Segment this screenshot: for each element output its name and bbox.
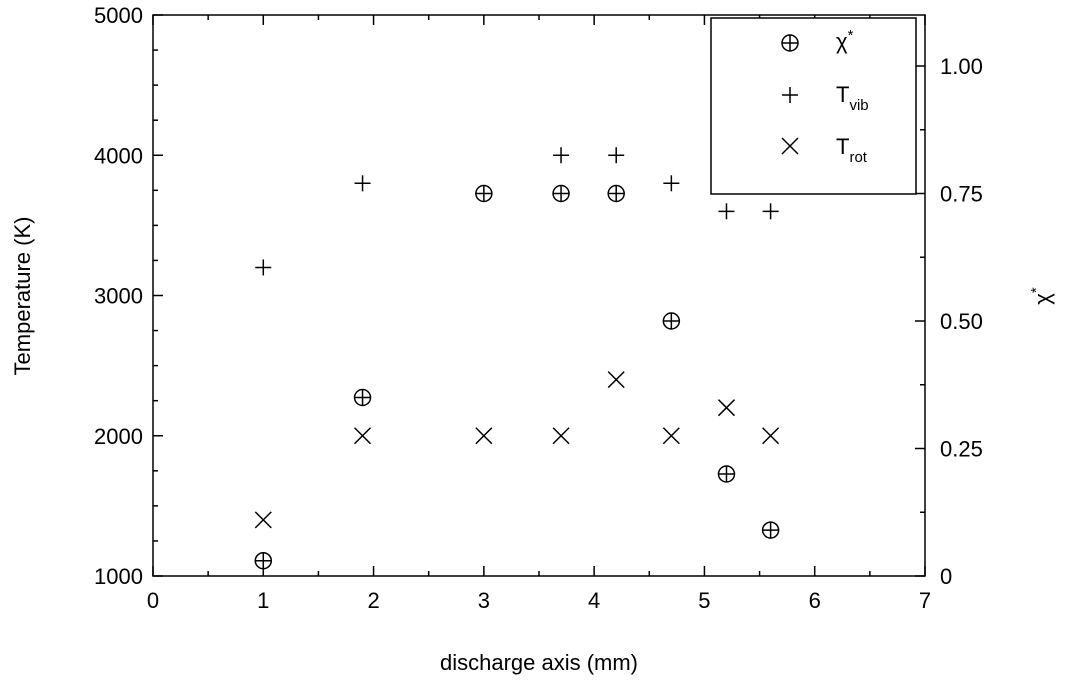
y-tick-label: 2000 [94,424,143,449]
y-tick-label: 5000 [94,3,143,28]
x-tick-label: 0 [147,588,159,613]
cross-b [607,371,625,389]
legend-tvib-main: T [836,82,849,107]
x-tick-label: 4 [588,588,600,613]
data-point-circle-plus [475,184,493,203]
tick-labels: 0 1 2 3 4 5 6 7 1000 2000 3000 4000 5000 0 0.25 0.50 0.7… [94,3,983,613]
cross-b [762,427,780,445]
data-point-plus [608,147,625,164]
data-point-cross [552,427,570,445]
legend-label-chi: χ* [836,27,854,54]
y-axis-label: Temperature (K) [10,217,35,376]
cross-b [662,427,680,445]
data-point-circle-plus [353,388,372,407]
x-tick-label: 3 [478,588,490,613]
data-point-circle-plus [662,312,681,330]
legend-trot-sub: rot [849,149,867,166]
y-tick-label: 3000 [94,284,143,309]
data-point-plus [354,175,371,192]
y-tick-label: 4000 [94,143,143,168]
legend-label-tvib: Tvib [836,82,869,114]
y2-axis-label-sup: * [1028,287,1045,293]
y2-tick-label: 0.75 [940,182,983,207]
x-axis-label: discharge axis (mm) [440,650,638,675]
data-point-circle-plus [254,551,273,570]
legend-trot-main: T [836,134,849,159]
data-point-cross [607,371,625,389]
data-point-plus [255,259,272,276]
legend-symbol-plus [782,87,798,103]
legend-chi-sup: * [848,27,854,44]
cross-b [475,427,493,445]
data-point-cross [354,427,372,445]
x-tick-label: 5 [698,588,710,613]
x-tick-label: 2 [367,588,379,613]
data-point-plus [553,147,570,164]
data-marks [254,147,780,570]
y2-tick-label: 0 [940,564,952,589]
data-point-plus [718,203,735,220]
cross-b [781,137,799,155]
data-point-circle-plus [607,184,625,203]
x-tick-label: 1 [257,588,269,613]
y2-axis-label-main: χ [1030,293,1055,305]
data-point-plus [663,175,680,192]
axis-ticks [152,14,926,577]
cross-b [717,399,736,417]
cross-b [254,511,272,529]
y2-tick-label: 0.50 [940,309,983,334]
legend: χ* Tvib Trot [710,17,917,195]
y2-axis-label: χ* [1028,287,1055,305]
data-point-cross [717,399,736,417]
x-tick-label: 6 [809,588,821,613]
y-tick-label: 1000 [94,564,143,589]
y2-tick-label: 1.00 [940,54,983,79]
legend-tvib-sub: vib [849,97,868,114]
data-point-cross [254,511,272,529]
legend-symbols [781,34,799,155]
legend-box [710,17,917,195]
data-point-cross [475,427,493,445]
data-point-circle-plus [761,521,780,539]
data-point-circle-plus [717,465,736,483]
data-point-cross [762,427,780,445]
legend-symbol-circle-plus [781,34,799,52]
cross-b [552,427,570,445]
data-point-cross [662,427,680,445]
cross-b [354,427,372,445]
x-tick-label: 7 [919,588,931,613]
legend-label-trot: Trot [836,134,868,166]
data-point-plus [762,203,779,220]
data-point-circle-plus [552,184,570,203]
y2-tick-label: 0.25 [940,437,983,462]
legend-symbol-cross [781,137,799,155]
legend-chi-main: χ [836,29,848,54]
